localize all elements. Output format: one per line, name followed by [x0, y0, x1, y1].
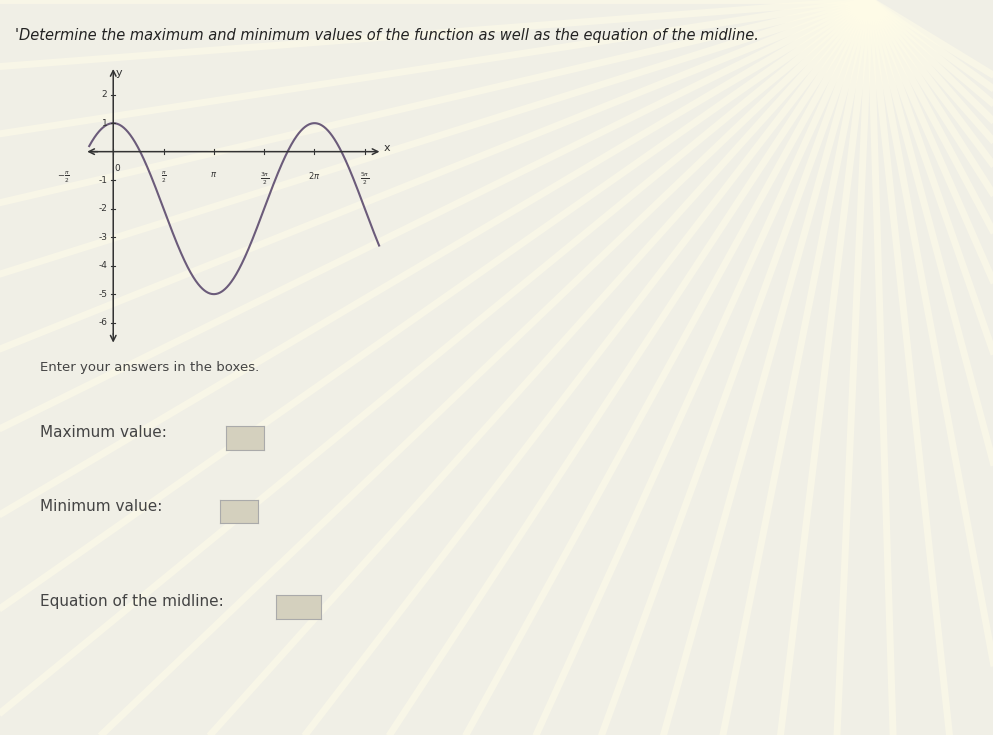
Text: 'Determine the maximum and minimum values of the function as well as the equatio: 'Determine the maximum and minimum value…: [15, 28, 759, 43]
Text: -2: -2: [98, 204, 107, 213]
Text: $\frac{3\pi}{2}$: $\frac{3\pi}{2}$: [259, 171, 269, 187]
Text: $-\frac{\pi}{2}$: $-\frac{\pi}{2}$: [57, 171, 70, 185]
Text: 1: 1: [101, 118, 107, 128]
Text: Minimum value:: Minimum value:: [40, 499, 162, 514]
Text: y: y: [116, 68, 122, 78]
Text: x: x: [384, 143, 390, 153]
Text: $\pi$: $\pi$: [211, 171, 217, 179]
Text: Enter your answers in the boxes.: Enter your answers in the boxes.: [40, 361, 259, 374]
Text: Equation of the midline:: Equation of the midline:: [40, 595, 223, 609]
Text: 2: 2: [102, 90, 107, 99]
Text: -6: -6: [98, 318, 107, 327]
Text: Maximum value:: Maximum value:: [40, 426, 167, 440]
Text: -3: -3: [98, 233, 107, 242]
Text: $\frac{\pi}{2}$: $\frac{\pi}{2}$: [161, 171, 167, 185]
Text: $2\pi$: $2\pi$: [308, 171, 321, 181]
Text: -1: -1: [98, 176, 107, 184]
Text: -5: -5: [98, 290, 107, 298]
Text: -4: -4: [98, 261, 107, 270]
Text: 0: 0: [115, 165, 120, 173]
Text: $\frac{5\pi}{2}$: $\frac{5\pi}{2}$: [360, 171, 369, 187]
